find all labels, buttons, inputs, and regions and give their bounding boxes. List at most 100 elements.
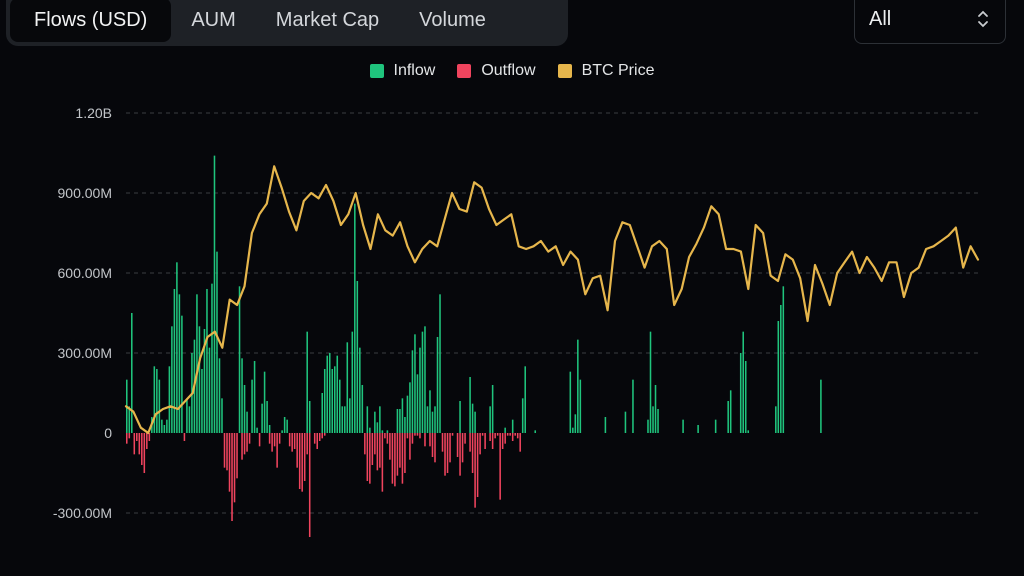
inflow-bar <box>572 427 574 433</box>
outflow-bar <box>509 433 511 436</box>
outflow-bar <box>126 433 128 444</box>
range-select[interactable]: All <box>854 0 1006 44</box>
inflow-bar <box>178 294 181 433</box>
outflow-bar <box>391 433 394 484</box>
inflow-bar <box>697 425 699 433</box>
inflow-bar <box>158 379 161 433</box>
outflow-bar <box>288 433 291 447</box>
legend-btc-price[interactable]: BTC Price <box>557 62 655 80</box>
outflow-bar <box>474 433 476 508</box>
outflow-bar <box>429 433 431 447</box>
outflow-bar <box>138 433 141 455</box>
outflow-bar <box>268 433 271 444</box>
outflow-bar <box>506 433 509 436</box>
inflow-bar <box>344 406 346 433</box>
outflow-bar <box>511 433 514 441</box>
inflow-bar <box>206 288 208 433</box>
outflow-bar <box>273 433 276 447</box>
inflow-bar <box>429 390 431 433</box>
outflow-bar <box>386 433 389 444</box>
inflow-bar <box>211 283 213 433</box>
outflow-bar <box>271 433 273 452</box>
inflow-bar <box>216 251 218 433</box>
inflow-bar <box>256 427 258 433</box>
inflow-bar <box>246 411 248 433</box>
inflow-bar <box>379 406 381 433</box>
inflow-bar <box>198 326 201 433</box>
outflow-bar <box>366 433 369 482</box>
tab-volume[interactable]: Volume <box>419 8 486 31</box>
outflow-bar <box>399 433 401 468</box>
y-tick-label: 300.00M <box>58 345 112 361</box>
outflow-bar <box>231 433 233 522</box>
outflow-bar <box>469 433 471 452</box>
outflow-bar <box>243 433 246 455</box>
outflow-bar <box>441 433 444 452</box>
outflow-bar <box>133 433 136 455</box>
inflow-bar <box>439 294 441 433</box>
tab-market-cap[interactable]: Market Cap <box>275 8 380 31</box>
outflow-bar <box>293 433 296 449</box>
legend-outflow-label: Outflow <box>481 62 536 79</box>
inflow-bar <box>780 304 782 433</box>
outflow-bar <box>323 433 326 436</box>
inflow-bar <box>652 406 654 433</box>
tab-flows-usd[interactable]: Flows (USD) <box>10 0 172 42</box>
inflow-bar <box>366 406 369 433</box>
legend-btc-price-label: BTC Price <box>581 62 655 79</box>
chart-legend: Inflow Outflow BTC Price <box>0 60 1024 82</box>
inflow-bar <box>266 401 268 433</box>
inflow-bar <box>156 368 158 433</box>
y-tick-label: 600.00M <box>58 265 112 281</box>
inflow-bar <box>326 355 329 433</box>
inflow-bar <box>208 347 211 433</box>
outflow-bar <box>481 433 484 436</box>
inflow-bar <box>166 419 168 433</box>
outflow-bar <box>401 433 404 484</box>
inflow-bar <box>188 406 191 433</box>
outflow-bar <box>296 433 298 468</box>
inflow-bar <box>243 384 246 433</box>
outflow-bar <box>409 433 411 460</box>
inflow-bar <box>213 155 216 433</box>
inflow-bar <box>196 294 198 433</box>
legend-inflow[interactable]: Inflow <box>369 62 435 80</box>
outflow-bar <box>313 433 316 444</box>
inflow-bar <box>241 358 243 433</box>
inflow-bar <box>739 352 742 433</box>
tab-aum[interactable]: AUM <box>191 8 236 31</box>
inflow-bar <box>331 368 334 433</box>
outflow-bar <box>431 433 434 457</box>
chevron-up-down-icon <box>978 10 988 28</box>
outflow-bar <box>419 433 421 439</box>
outflow-bar <box>278 433 281 444</box>
outflow-bar <box>146 433 148 449</box>
inflow-bar <box>416 374 419 433</box>
outflow-bar <box>321 433 324 439</box>
legend-inflow-swatch <box>369 64 384 78</box>
inflow-bar <box>321 393 324 433</box>
outflow-bar <box>514 433 516 436</box>
inflow-bar <box>261 403 263 433</box>
legend-outflow[interactable]: Outflow <box>457 62 536 80</box>
outflow-bar <box>491 433 494 449</box>
inflow-bar <box>775 406 777 433</box>
legend-outflow-swatch <box>457 64 472 78</box>
y-tick-label: 1.20B <box>75 105 112 121</box>
outflow-bar <box>414 433 416 436</box>
inflow-bar <box>386 430 389 433</box>
outflow-bar <box>456 433 459 457</box>
inflow-bar <box>281 430 283 433</box>
outflow-bar <box>389 433 391 460</box>
inflow-bar <box>323 368 326 433</box>
inflow-bar <box>421 331 424 433</box>
btc-price-line <box>124 165 980 435</box>
inflow-bar <box>431 411 434 433</box>
inflow-bar <box>742 331 744 433</box>
outflow-bar <box>484 433 486 449</box>
inflow-bar <box>579 379 582 433</box>
outflow-bar <box>501 433 504 449</box>
inflow-bar <box>469 376 471 433</box>
outflow-bar <box>371 433 374 465</box>
inflow-bar <box>404 417 406 433</box>
